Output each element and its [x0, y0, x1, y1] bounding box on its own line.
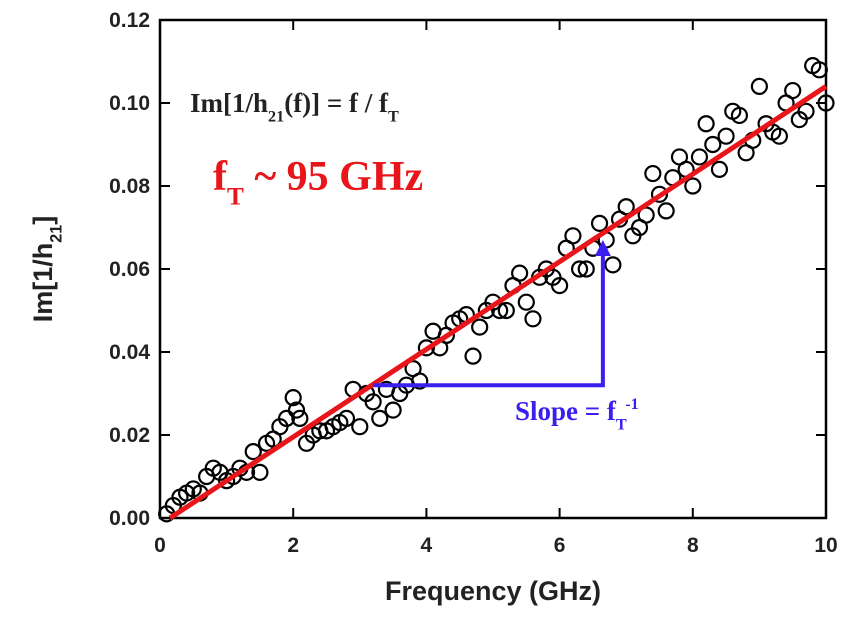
y-tick-label: 0.08	[109, 175, 150, 198]
data-point	[564, 227, 582, 245]
data-point	[251, 463, 269, 481]
data-point	[684, 177, 702, 195]
data-point	[550, 277, 569, 295]
text-part: (f)] = f / f	[284, 88, 389, 118]
x-tick-label: 0	[154, 534, 166, 557]
data-point	[617, 198, 635, 216]
x-tick-label: 4	[421, 534, 433, 557]
data-point	[277, 409, 296, 427]
data-point	[417, 339, 435, 357]
data-point	[644, 164, 662, 183]
data-point	[364, 393, 382, 411]
data-point	[284, 389, 302, 407]
data-point	[710, 160, 729, 178]
data-point	[770, 127, 788, 145]
y-tick-label: 0.12	[109, 9, 150, 32]
data-point	[384, 401, 402, 419]
x-tick-label: 8	[687, 534, 699, 557]
data-point	[497, 301, 515, 320]
text-part: Im[1/h	[28, 243, 58, 323]
data-point	[784, 81, 802, 100]
data-point	[411, 372, 429, 390]
data-point	[337, 409, 356, 427]
data-point	[657, 202, 675, 220]
data-point	[704, 135, 722, 154]
x-axis-title: Frequency (GHz)	[385, 576, 601, 606]
text-part: 21	[47, 225, 65, 243]
data-point	[291, 409, 309, 427]
text-part: 21	[268, 107, 284, 125]
data-point	[750, 77, 769, 96]
data-point	[471, 318, 489, 336]
data-point	[570, 260, 589, 278]
text-part: ~ 95 GHz	[244, 154, 423, 200]
x-tick-label: 10	[814, 534, 837, 557]
data-point	[697, 115, 715, 133]
data-point	[577, 260, 595, 278]
data-point	[371, 409, 389, 427]
annotation: fT ~ 95 GHz	[213, 154, 423, 211]
annotation: Slope = fT -1	[515, 395, 639, 433]
data-point	[517, 293, 535, 311]
text-part: Slope = f	[515, 396, 617, 426]
data-point	[817, 94, 835, 112]
data-point	[604, 256, 622, 274]
text-part: T	[616, 415, 627, 433]
x-tick-label: 2	[287, 534, 299, 557]
data-point	[810, 61, 828, 79]
y-axis-title: Im[1/h21]	[28, 216, 65, 323]
data-point	[717, 127, 735, 145]
arrow-head	[594, 239, 611, 256]
data-point	[244, 443, 262, 461]
slope-marker	[373, 253, 605, 388]
y-tick-label: 0.10	[109, 92, 150, 115]
data-point	[511, 264, 529, 282]
x-tick-label: 6	[554, 534, 566, 557]
text-part: Im[1/h	[190, 88, 268, 118]
text-part: f	[213, 154, 228, 200]
y-tick-label: 0.02	[109, 424, 150, 447]
y-tick-label: 0.04	[109, 341, 150, 364]
data-point	[650, 185, 669, 203]
y-tick-label: 0.00	[109, 507, 150, 530]
data-point	[730, 106, 749, 125]
annotation: Im[1/h21(f)] = f / fT	[190, 88, 399, 125]
data-point	[690, 148, 709, 166]
data-point	[351, 418, 369, 436]
data-point	[797, 102, 815, 120]
y-tick-label: 0.06	[109, 258, 150, 281]
text-part: -1	[625, 395, 638, 413]
data-point	[464, 347, 482, 365]
text-part: ]	[28, 216, 58, 225]
data-point	[590, 214, 609, 232]
text-part: T	[388, 107, 399, 125]
fit-line	[168, 84, 828, 521]
data-point	[524, 310, 542, 328]
text-part: T	[227, 184, 244, 211]
data-point	[287, 401, 306, 419]
